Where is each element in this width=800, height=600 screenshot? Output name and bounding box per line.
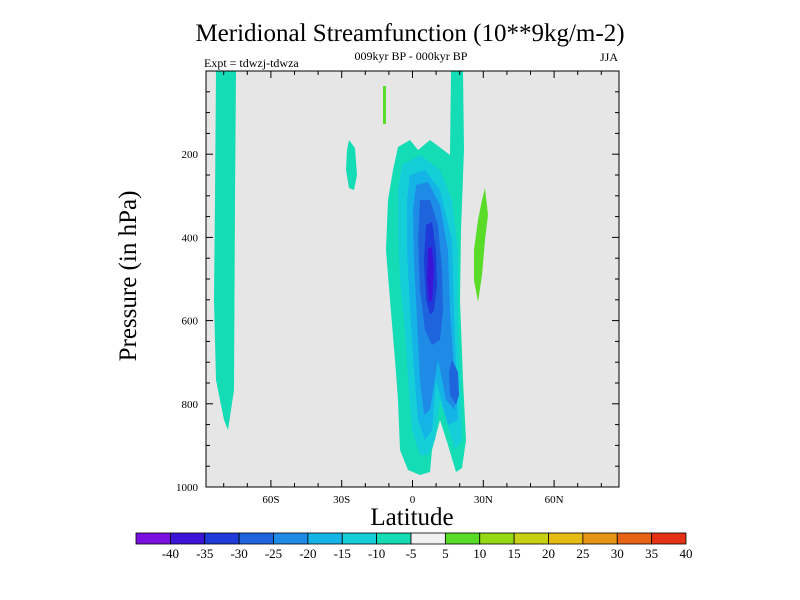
y-tick-label: 400 <box>182 232 199 244</box>
colorbar-label: 40 <box>680 546 693 561</box>
colorbar-swatch <box>238 532 274 545</box>
colorbar-label: -5 <box>406 546 417 561</box>
colorbar-swatch <box>444 532 481 545</box>
x-axis-label: Latitude <box>370 504 453 531</box>
plot-frame <box>205 70 620 488</box>
contour-region-sh-cell <box>214 71 236 430</box>
colorbar-label: 10 <box>473 546 486 561</box>
y-tick-label: 200 <box>182 149 199 161</box>
season-label: JJA <box>600 50 618 64</box>
y-tick-labels: 200 400 600 800 1000 <box>176 149 199 494</box>
colorbar-label: -10 <box>368 546 385 561</box>
contour-region-sh-upper-blob <box>346 140 357 190</box>
contour-fills <box>214 71 488 475</box>
y-axis-label: Pressure (in hPa) <box>115 191 142 362</box>
colorbar-swatch <box>616 532 653 545</box>
colorbar-swatch <box>651 532 687 545</box>
colorbar-label: -15 <box>334 546 351 561</box>
axis-ticks <box>206 71 619 488</box>
colorbar-swatch <box>582 532 618 545</box>
colorbar-swatch <box>376 532 412 545</box>
x-tick-label: 60S <box>262 494 279 506</box>
contour-region-upper-positive-streak <box>383 86 386 124</box>
colorbar-label: -35 <box>196 546 213 561</box>
chart-subtitle: 009kyr BP - 000kyr BP <box>355 49 468 63</box>
colorbar-swatch <box>410 532 446 545</box>
colorbar-swatch <box>548 532 584 545</box>
contour-region-tropical-cell-minus25-lower <box>449 360 459 405</box>
x-tick-label: 30N <box>474 494 493 506</box>
colorbar-label: -30 <box>230 546 247 561</box>
colorbar-labels: -40 -35 -30 -25 -20 -15 -10 -5 5 10 15 20 25 30 35 40 <box>162 546 693 561</box>
x-tick-label: 0 <box>410 494 416 506</box>
x-tick-label: 60N <box>545 494 564 506</box>
colorbar-swatch <box>341 532 378 545</box>
plot-area <box>205 70 620 488</box>
colorbar-swatch <box>513 532 549 545</box>
colorbar-swatch <box>169 532 206 545</box>
colorbar-label: 20 <box>542 546 555 561</box>
colorbar-swatch <box>204 532 240 545</box>
colorbar-label: -25 <box>265 546 282 561</box>
y-tick-label: 1000 <box>176 482 199 494</box>
x-tick-labels: 60S 30S 0 30N 60N <box>262 494 563 506</box>
colorbar-label: 35 <box>645 546 658 561</box>
colorbar <box>135 532 687 545</box>
colorbar-label: 5 <box>442 546 449 561</box>
colorbar-swatch <box>273 532 309 545</box>
contour-region-tropical-cell-minus35 <box>427 247 434 302</box>
colorbar-label: 30 <box>611 546 624 561</box>
colorbar-swatch <box>307 532 343 545</box>
contour-region-nh-positive-blob <box>474 188 488 302</box>
colorbar-label: -40 <box>162 546 179 561</box>
colorbar-label: 15 <box>508 546 521 561</box>
y-tick-label: 800 <box>182 399 199 411</box>
experiment-label: Expt = tdwzj-tdwza <box>204 56 299 70</box>
colorbar-label: 25 <box>576 546 589 561</box>
colorbar-swatch <box>135 532 171 545</box>
colorbar-label: -20 <box>299 546 316 561</box>
colorbar-swatch <box>479 532 515 545</box>
x-tick-label: 30S <box>333 494 350 506</box>
chart-title: Meridional Streamfunction (10**9kg/m-2) <box>195 20 624 47</box>
y-tick-label: 600 <box>182 316 199 328</box>
